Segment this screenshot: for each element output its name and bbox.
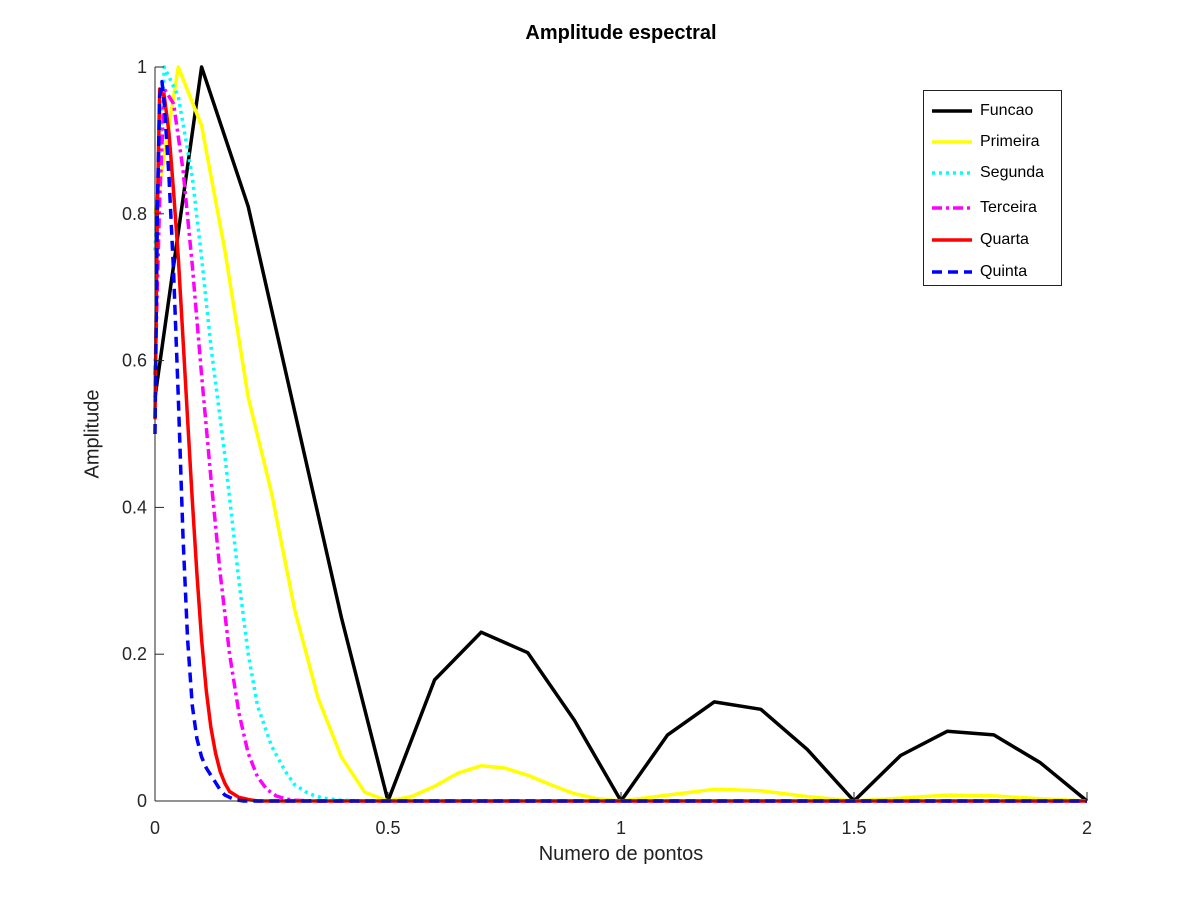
- legend-swatch: [932, 109, 972, 113]
- legend-swatch: [932, 206, 972, 210]
- legend-label: Funcao: [980, 102, 1034, 119]
- legend: Funcao Primeira Segunda Terceira Quarta Quint…: [923, 90, 1062, 286]
- x-tick-label: 1: [616, 818, 626, 838]
- legend-item-primeira: Primeira: [930, 132, 1060, 152]
- legend-swatch: [932, 238, 972, 242]
- x-tick-label: 1.5: [841, 818, 866, 838]
- x-tick-label: 0: [150, 818, 160, 838]
- legend-label: Segunda: [980, 164, 1045, 181]
- x-axis-label: Numero de pontos: [538, 843, 704, 865]
- y-tick-label: 0.6: [122, 351, 147, 371]
- legend-label: Primeira: [980, 133, 1040, 150]
- y-tick-label: 0.2: [122, 644, 147, 664]
- legend-label: Terceira: [980, 199, 1037, 216]
- y-tick-label: 1: [137, 57, 147, 77]
- chart-title: Amplitude espectral: [525, 22, 717, 44]
- legend-label: Quarta: [980, 231, 1029, 248]
- axes-layer: 0 0.5 1 1.5 2 0 0.2 0.4 0.6 0.8 1: [122, 57, 1092, 838]
- legend-item-quarta: Quarta: [930, 230, 1060, 250]
- legend-label: Quinta: [980, 263, 1028, 280]
- legend-item-funcao: Funcao: [930, 101, 1060, 121]
- legend-swatch: [932, 140, 972, 144]
- y-tick-label: 0.4: [122, 497, 147, 517]
- y-tick-label: 0.8: [122, 204, 147, 224]
- x-tick-label: 0.5: [375, 818, 400, 838]
- legend-swatch: [932, 270, 972, 274]
- y-axis-label: Amplitude: [81, 389, 104, 479]
- legend-item-segunda: Segunda: [930, 163, 1060, 183]
- y-tick-label: 0: [137, 791, 147, 811]
- legend-swatch: [932, 171, 972, 175]
- x-tick-label: 2: [1082, 818, 1092, 838]
- legend-item-terceira: Terceira: [930, 198, 1060, 218]
- legend-item-quinta: Quinta: [930, 262, 1060, 282]
